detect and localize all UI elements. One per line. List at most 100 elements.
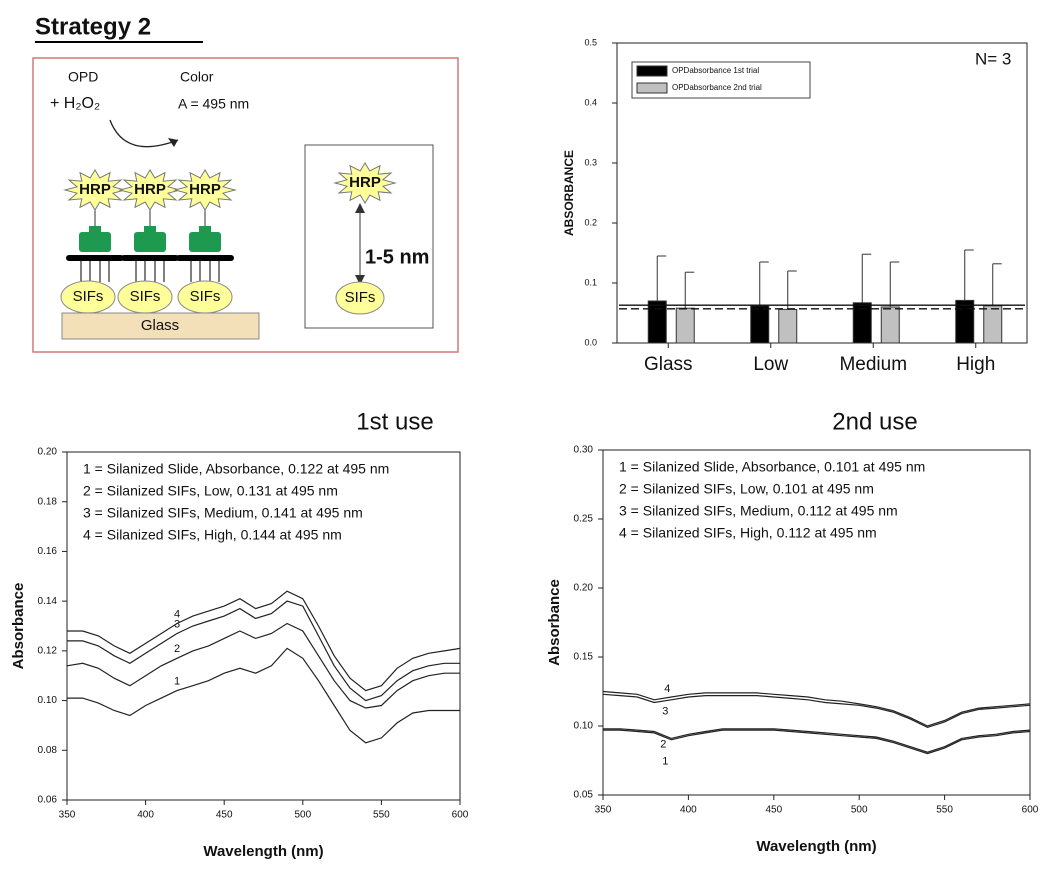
x-tick-label: 550 [373, 810, 390, 821]
y-tick-label: 0.30 [574, 445, 594, 456]
hrp-star [63, 169, 127, 211]
y-tick-label: 0.10 [574, 721, 594, 732]
y-axis-label: ABSORBANCE [562, 150, 576, 236]
arrow-head [168, 138, 178, 147]
sif-particle [117, 280, 173, 314]
bar [778, 308, 798, 344]
y-tick-label: 0.0 [584, 337, 597, 347]
plot-frame [66, 451, 461, 801]
annotation: 1 = Silanized Slide, Absorbance, 0.122 a… [83, 461, 389, 477]
y-tick-label: 0.15 [574, 652, 594, 663]
series-label: 4 [664, 683, 670, 695]
hrp-star [118, 169, 182, 211]
x-tick-label: 400 [137, 810, 154, 821]
sif-particle [335, 281, 385, 315]
annotation: 4 = Silanized SIFs, High, 0.112 at 495 n… [619, 525, 877, 541]
bar [880, 306, 900, 344]
y-axis-label: Absorbance [10, 583, 27, 670]
antibody-arm [144, 226, 156, 236]
hrp-label: HRP [349, 174, 381, 191]
y-tick-label: 0.10 [38, 695, 58, 706]
reaction-arrow [109, 119, 179, 148]
sif-label: SIFs [130, 288, 161, 305]
legend-label: OPDabsorbance 2nd trial [672, 83, 762, 92]
y-tick-label: 0.20 [574, 583, 594, 594]
antibody [79, 232, 111, 252]
x-tick-label: Low [753, 354, 788, 375]
arrow-heads [355, 203, 365, 285]
hrp-label: HRP [189, 181, 221, 198]
x-tick-label: Glass [644, 354, 693, 375]
annotation: N= 3 [975, 49, 1011, 68]
x-tick-label: 500 [851, 805, 868, 816]
y-tick-label: 0.5 [584, 37, 597, 47]
series-label: 2 [174, 643, 180, 655]
x-tick-label: Medium [839, 354, 907, 375]
series-line [602, 690, 1031, 727]
series-line [603, 728, 1031, 753]
y-tick-label: 0.1 [584, 277, 597, 287]
series-line [67, 590, 461, 692]
x-tick-label: High [956, 354, 995, 375]
x-tick-label: 400 [680, 805, 697, 816]
product: Color [180, 69, 214, 85]
hrp-star [173, 169, 237, 211]
plot-frame [616, 42, 1028, 344]
legend-label: OPDabsorbance 1st trial [672, 66, 759, 75]
legend-swatch [636, 82, 668, 94]
oxidant: + H₂O₂ [50, 95, 100, 112]
y-tick-label: 0.2 [584, 217, 597, 227]
annotation: 3 = Silanized SIFs, Medium, 0.112 at 495… [619, 503, 898, 519]
x-tick-label: 600 [452, 810, 469, 821]
antibody-arm [89, 226, 101, 236]
legend-swatch [636, 65, 668, 77]
chart-title: 1st use [356, 408, 433, 435]
sif-label: SIFs [345, 289, 376, 306]
series-line [66, 622, 460, 709]
bar [983, 305, 1003, 344]
y-tick-label: 0.06 [38, 795, 58, 806]
hrp-label: HRP [79, 181, 111, 198]
reactant: OPD [68, 69, 98, 85]
annotation: 4 = Silanized SIFs, High, 0.144 at 495 n… [83, 527, 342, 543]
series-line [67, 647, 460, 744]
x-axis-label: Wavelength (nm) [756, 838, 876, 855]
annotation: 2 = Silanized SIFs, Low, 0.131 at 495 nm [83, 483, 338, 499]
x-tick-label: 600 [1022, 805, 1039, 816]
y-tick-label: 0.16 [38, 546, 58, 557]
antibody-arm [199, 226, 211, 236]
series-label: 1 [662, 756, 668, 768]
series-line [67, 600, 460, 702]
diagram: OPD Color + H₂O₂ A = 495 nm Glass 1-5 nm… [32, 57, 459, 353]
wavelength: A = 495 nm [178, 96, 249, 112]
annotation: 2 = Silanized SIFs, Low, 0.101 at 495 nm [619, 481, 874, 497]
y-axis-label: Absorbance [546, 579, 563, 666]
x-tick-label: 500 [294, 810, 311, 821]
y-tick-label: 0.3 [584, 157, 597, 167]
plot-frame [602, 449, 1031, 796]
x-tick-label: 450 [216, 810, 233, 821]
x-tick-label: 550 [936, 805, 953, 816]
series-line [602, 693, 1031, 729]
x-tick-label: 350 [59, 810, 76, 821]
x-axis-label: Wavelength (nm) [203, 843, 323, 860]
sif-particle [177, 280, 233, 314]
series-label: 1 [174, 676, 180, 688]
y-tick-label: 0.12 [38, 645, 58, 656]
x-tick-label: 450 [765, 805, 782, 816]
antibody [189, 232, 221, 252]
sif-label: SIFs [190, 288, 221, 305]
bar [750, 305, 770, 344]
annotation: 1 = Silanized Slide, Absorbance, 0.101 a… [619, 459, 925, 475]
diagram-frame [32, 57, 459, 353]
bar [955, 299, 975, 344]
series-label: 3 [662, 706, 668, 718]
y-tick-label: 0.14 [38, 596, 58, 607]
y-tick-label: 0.18 [38, 496, 58, 507]
page-title: Strategy 2 [35, 13, 151, 40]
series-line [603, 729, 1031, 755]
inset-frame [304, 144, 434, 329]
sif-particle [60, 280, 116, 314]
y-tick-label: 0.08 [38, 745, 58, 756]
antibody [134, 232, 166, 252]
